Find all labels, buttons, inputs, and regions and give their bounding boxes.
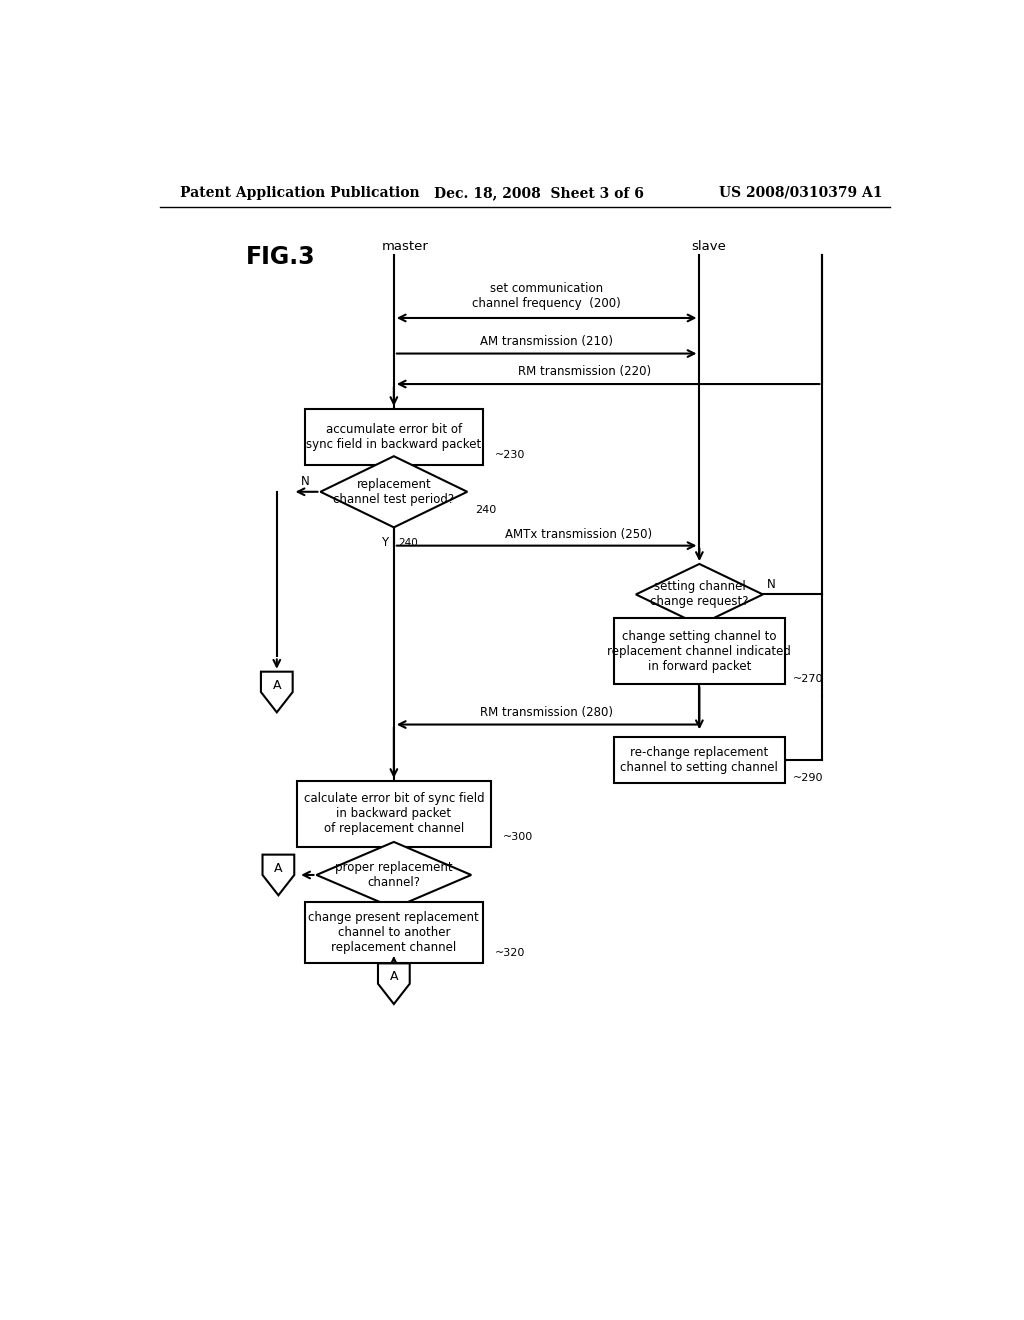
Text: A: A <box>389 970 398 983</box>
Text: master: master <box>382 240 429 253</box>
Text: change setting channel to
replacement channel indicated
in forward packet: change setting channel to replacement ch… <box>607 630 792 673</box>
Text: Patent Application Publication: Patent Application Publication <box>179 186 419 199</box>
Text: ~290: ~290 <box>793 774 823 783</box>
Polygon shape <box>316 842 471 908</box>
Text: N: N <box>767 578 775 591</box>
Text: ~300: ~300 <box>503 832 534 842</box>
Text: AMTx transmission (250): AMTx transmission (250) <box>505 528 652 541</box>
Text: accumulate error bit of
sync field in backward packet: accumulate error bit of sync field in ba… <box>306 422 481 451</box>
FancyBboxPatch shape <box>614 618 784 684</box>
Text: Y: Y <box>702 635 710 648</box>
Text: replacement
channel test period?: replacement channel test period? <box>333 478 455 506</box>
Text: proper replacement
channel?: proper replacement channel? <box>335 861 453 888</box>
Polygon shape <box>378 964 410 1005</box>
Text: N: N <box>380 916 389 929</box>
Text: 240: 240 <box>397 537 418 548</box>
Text: ~230: ~230 <box>495 450 525 459</box>
Text: A: A <box>274 862 283 875</box>
Text: ~270: ~270 <box>793 675 823 684</box>
Polygon shape <box>636 564 763 624</box>
Text: 310: 310 <box>400 919 421 928</box>
FancyBboxPatch shape <box>297 781 492 847</box>
Text: re-change replacement
channel to setting channel: re-change replacement channel to setting… <box>621 746 778 774</box>
FancyBboxPatch shape <box>614 738 784 783</box>
Text: A: A <box>272 678 281 692</box>
Text: Dec. 18, 2008  Sheet 3 of 6: Dec. 18, 2008 Sheet 3 of 6 <box>433 186 643 199</box>
Text: RM transmission (220): RM transmission (220) <box>518 366 651 379</box>
Text: RM transmission (280): RM transmission (280) <box>480 706 613 719</box>
FancyBboxPatch shape <box>304 903 483 964</box>
Text: US 2008/0310379 A1: US 2008/0310379 A1 <box>719 186 883 199</box>
Text: set communication
channel frequency  (200): set communication channel frequency (200… <box>472 281 621 310</box>
Text: FIG.3: FIG.3 <box>246 246 315 269</box>
Text: setting channel
change request?: setting channel change request? <box>650 581 749 609</box>
Text: N: N <box>301 475 309 488</box>
Text: change present replacement
channel to another
replacement channel: change present replacement channel to an… <box>308 911 479 954</box>
Text: Y: Y <box>287 863 294 876</box>
Text: calculate error bit of sync field
in backward packet
of replacement channel: calculate error bit of sync field in bac… <box>303 792 484 836</box>
Polygon shape <box>262 854 294 895</box>
Text: AM transmission (210): AM transmission (210) <box>480 335 613 348</box>
Text: Y: Y <box>381 536 388 549</box>
Text: 240: 240 <box>475 504 497 515</box>
FancyBboxPatch shape <box>304 409 483 465</box>
Polygon shape <box>261 672 293 713</box>
Text: slave: slave <box>691 240 726 253</box>
Polygon shape <box>321 457 467 528</box>
Text: 260: 260 <box>717 638 738 647</box>
Text: ~320: ~320 <box>495 948 525 958</box>
